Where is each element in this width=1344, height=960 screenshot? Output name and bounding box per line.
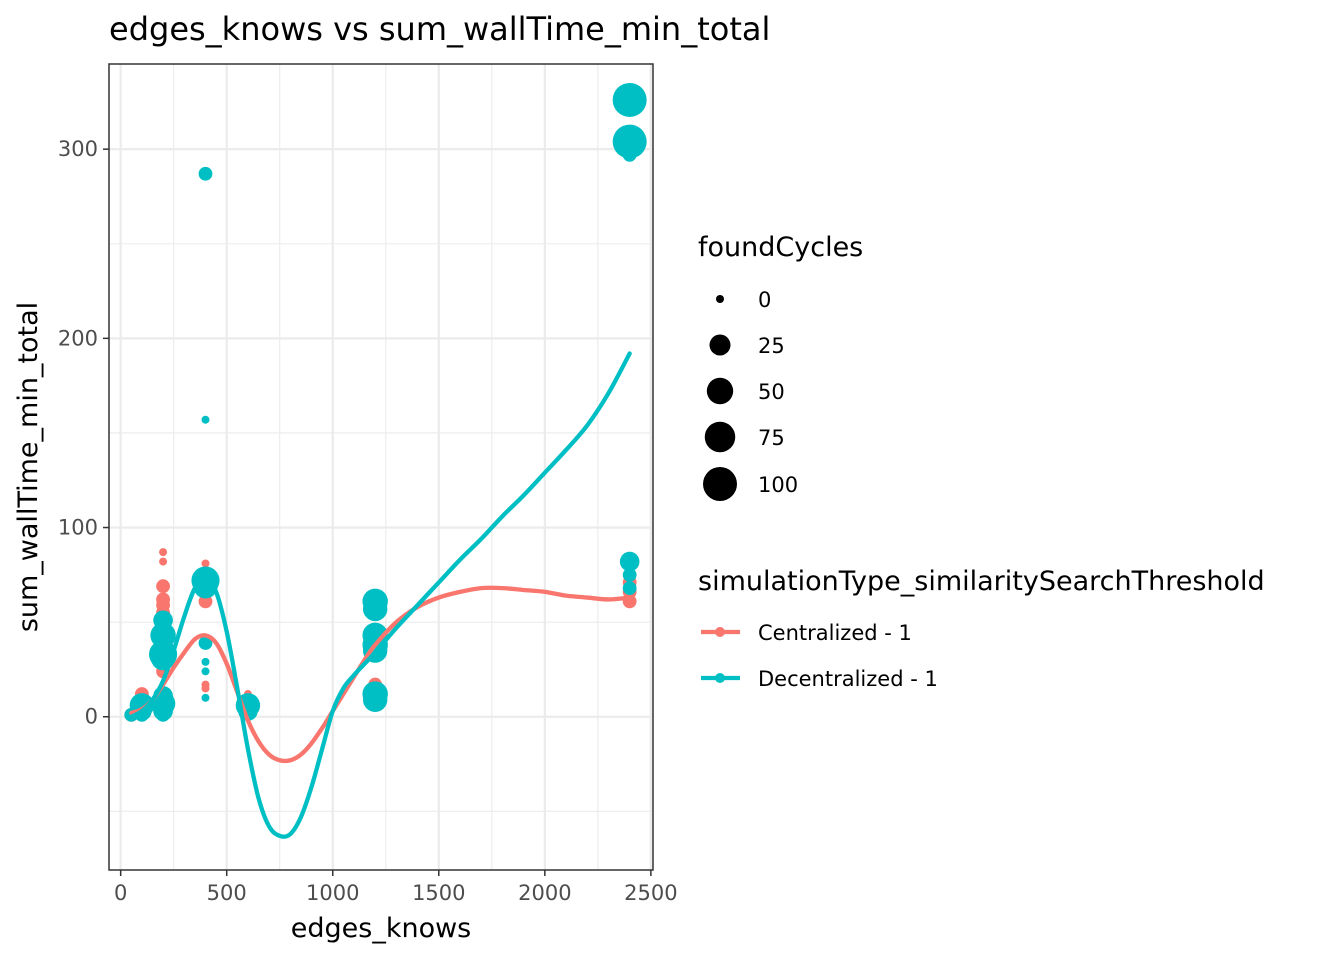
- color-legend-point: [715, 673, 725, 683]
- size-legend-key: [706, 377, 734, 405]
- data-point: [612, 124, 647, 159]
- y-tick-label: 200: [58, 326, 98, 350]
- y-axis: 0 100 200 300: [58, 137, 109, 729]
- data-point: [198, 166, 213, 181]
- color-legend-title: simulationType_similaritySearchThreshold: [698, 566, 1265, 597]
- plot-background: [109, 64, 653, 870]
- size-legend-title: foundCycles: [698, 232, 863, 263]
- size-legend-key: [716, 295, 724, 303]
- size-legend-key: [703, 467, 737, 501]
- data-point: [622, 567, 637, 582]
- data-point: [150, 622, 176, 649]
- data-point: [201, 559, 210, 568]
- data-point: [156, 579, 170, 594]
- color-legend-keys: Centralized - 1 Decentralized - 1: [701, 621, 938, 691]
- size-legend-label: 100: [758, 473, 798, 497]
- data-point: [201, 667, 210, 676]
- x-axis-title: edges_knows: [291, 913, 471, 944]
- size-legend-label: 50: [758, 380, 785, 404]
- color-legend: simulationType_similaritySearchThreshold…: [698, 566, 1265, 691]
- major-gridlines: [109, 64, 653, 870]
- x-tick-label: 1000: [306, 881, 359, 905]
- data-point: [362, 596, 388, 622]
- y-tick-label: 100: [58, 516, 98, 540]
- size-legend-keys: 0 25 50 75 100: [703, 288, 798, 501]
- data-point: [201, 415, 210, 424]
- size-legend-label: 25: [758, 334, 785, 358]
- smooth-line: [129, 585, 632, 764]
- data-point: [622, 147, 637, 162]
- data-point: [159, 548, 168, 557]
- color-legend-point: [715, 627, 725, 637]
- x-tick-label: 2500: [624, 881, 677, 905]
- data-point: [619, 551, 640, 572]
- data-point: [201, 657, 210, 666]
- plot-border: [108, 63, 654, 871]
- x-tick-label: 0: [114, 881, 127, 905]
- size-legend-label: 75: [758, 426, 785, 450]
- data-point: [622, 581, 637, 595]
- color-legend-label: Decentralized - 1: [758, 667, 938, 691]
- size-legend-label: 0: [758, 288, 771, 312]
- size-legend-key: [709, 334, 731, 356]
- data-point: [159, 557, 168, 566]
- x-tick-label: 1500: [412, 881, 465, 905]
- chart-title: edges_knows vs sum_wallTime_min_total: [109, 10, 770, 48]
- y-tick-label: 0: [85, 705, 98, 729]
- x-axis: 0 500 1000 1500 2000 2500: [114, 870, 678, 905]
- y-tick-label: 300: [58, 137, 98, 161]
- x-tick-label: 500: [207, 881, 247, 905]
- data-point: [201, 693, 210, 702]
- data-point: [156, 707, 170, 722]
- smooth-line: [129, 351, 632, 839]
- minor-gridlines: [109, 64, 653, 870]
- size-legend-key: [704, 421, 736, 453]
- x-tick-label: 2000: [518, 881, 571, 905]
- plot-panel: [108, 63, 654, 871]
- data-point: [198, 636, 213, 650]
- color-legend-label: Centralized - 1: [758, 621, 912, 645]
- smooth-lines: [129, 351, 632, 839]
- data-point: [362, 687, 388, 712]
- data-point: [612, 82, 647, 117]
- size-legend: foundCycles 0 25 50 75 100: [698, 232, 863, 501]
- data-point: [201, 684, 210, 693]
- y-axis-title: sum_wallTime_min_total: [13, 302, 44, 632]
